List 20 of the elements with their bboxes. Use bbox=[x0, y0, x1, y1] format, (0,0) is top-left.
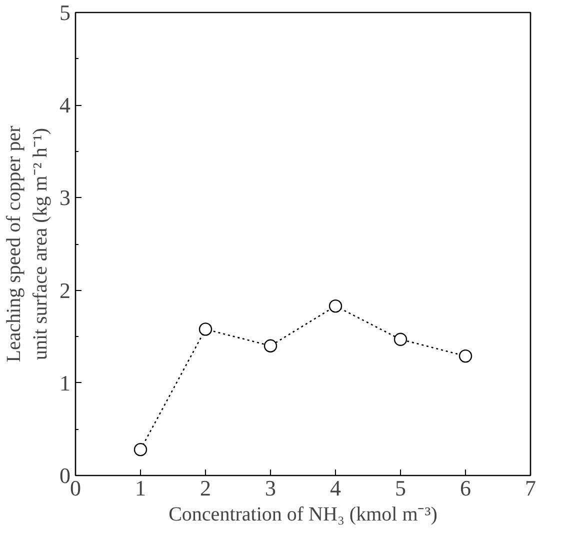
y-tick-label: 5 bbox=[60, 0, 70, 25]
x-tick-label: 7 bbox=[525, 476, 536, 500]
point bbox=[394, 332, 408, 346]
point bbox=[134, 442, 148, 456]
point bbox=[458, 349, 472, 363]
point bbox=[328, 299, 342, 313]
y-axis-title: Leaching speed of copper per unit surface area (kg m⁻² h⁻¹) bbox=[3, 125, 52, 362]
x-tick-label: 3 bbox=[265, 476, 276, 500]
y-tick-label: 2 bbox=[60, 278, 70, 303]
y-tick-label: 3 bbox=[60, 185, 70, 210]
point bbox=[264, 339, 278, 352]
x-tick-label: 5 bbox=[395, 476, 406, 500]
y-tick-label: 1 bbox=[60, 370, 70, 396]
x-tick-label: 2 bbox=[200, 476, 211, 500]
x-tick-label: 6 bbox=[460, 476, 471, 500]
point bbox=[198, 322, 212, 336]
x-tick-label: 4 bbox=[330, 476, 341, 500]
x-axis-title: Concentration of NH₃ (kmol m⁻³) bbox=[168, 504, 438, 526]
x-tick-label: 1 bbox=[135, 476, 146, 500]
y-tick-label: 4 bbox=[60, 92, 70, 118]
